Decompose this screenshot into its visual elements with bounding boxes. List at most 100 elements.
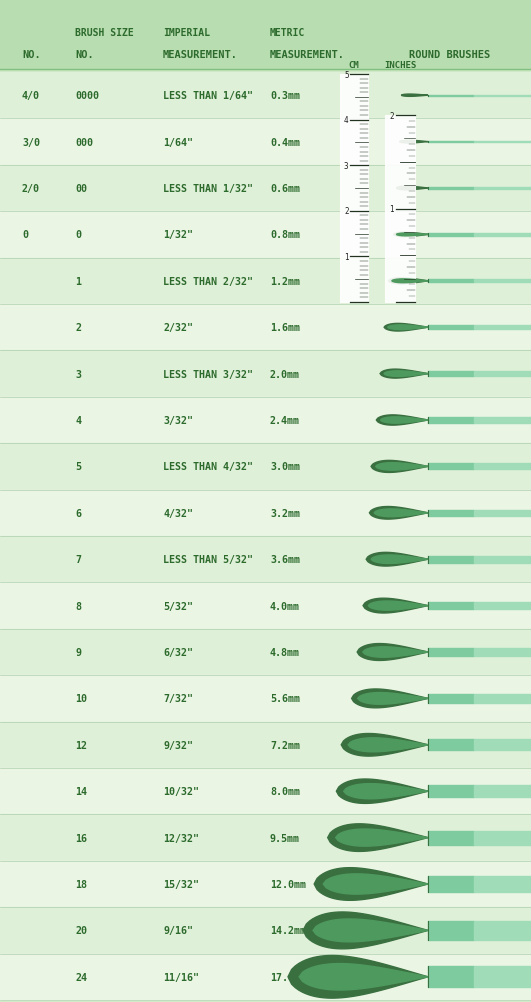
Bar [0,73,531,119]
Bar [474,280,531,284]
Text: 5/32": 5/32" [163,601,193,611]
Text: 10: 10 [75,693,87,703]
Text: 0.8mm: 0.8mm [270,230,300,240]
Text: 4: 4 [344,116,349,125]
Bar [428,921,474,940]
Bar [474,786,531,798]
Polygon shape [288,956,428,998]
Text: 4.0mm: 4.0mm [270,601,300,611]
Polygon shape [389,279,428,285]
Bar [0,629,531,675]
Bar [474,876,531,892]
Text: 4/0: 4/0 [22,91,40,101]
Polygon shape [314,868,428,901]
Bar [0,769,531,815]
Text: IMPERIAL: IMPERIAL [163,28,210,38]
Bar [428,648,474,656]
Polygon shape [392,280,428,284]
Text: 0: 0 [75,230,81,240]
Bar [428,372,474,377]
Bar [0,0,531,70]
Text: 0.3mm: 0.3mm [270,91,300,101]
Bar [428,694,474,703]
Text: 3.0mm: 3.0mm [270,462,300,472]
Bar [0,398,531,444]
Bar [0,583,531,629]
Text: 9/16": 9/16" [163,926,193,936]
Bar [428,510,474,516]
Bar [0,165,531,212]
Text: 2.0mm: 2.0mm [270,369,300,379]
Bar [428,141,474,143]
Bar [474,187,531,189]
Bar [474,326,531,330]
Bar [474,95,531,96]
Polygon shape [381,418,428,424]
Bar [0,490,531,536]
Polygon shape [336,830,428,847]
Text: 3.2mm: 3.2mm [270,508,300,518]
Text: LESS THAN 3/32": LESS THAN 3/32" [163,369,253,379]
Text: 4: 4 [75,416,81,426]
Text: 3.6mm: 3.6mm [270,555,300,565]
Text: LESS THAN 1/32": LESS THAN 1/32" [163,183,253,193]
Text: 2: 2 [389,111,393,120]
Text: 7.2mm: 7.2mm [270,740,300,750]
Polygon shape [357,644,428,660]
Polygon shape [371,555,428,564]
Text: 16: 16 [75,833,87,843]
Text: 3/0: 3/0 [22,137,40,147]
Polygon shape [401,95,428,97]
Text: 1: 1 [75,277,81,287]
Bar [428,326,474,330]
Text: 1.6mm: 1.6mm [270,323,300,333]
Text: 2/32": 2/32" [163,323,193,333]
Bar [0,536,531,583]
Polygon shape [388,326,428,331]
Bar [0,861,531,907]
Text: 4/32": 4/32" [163,508,193,518]
Text: NO.: NO. [22,50,41,60]
Bar [428,95,474,96]
Text: NO.: NO. [75,50,94,60]
Text: 00: 00 [75,183,87,193]
Text: 1: 1 [344,253,349,262]
Polygon shape [352,689,428,708]
Bar [474,418,531,423]
Bar [0,259,531,305]
Polygon shape [303,912,428,949]
Bar [0,119,531,165]
Text: 17.4mm: 17.4mm [270,972,306,982]
Bar [474,602,531,609]
Polygon shape [366,553,428,566]
Polygon shape [344,784,428,799]
Text: 3: 3 [344,161,349,170]
Text: 2.4mm: 2.4mm [270,416,300,426]
Bar [428,739,474,750]
Polygon shape [399,141,428,144]
Text: 10/32": 10/32" [163,787,199,797]
Polygon shape [369,601,428,610]
Bar [0,305,531,351]
Text: 2: 2 [75,323,81,333]
Polygon shape [363,598,428,613]
Text: 20: 20 [75,926,87,936]
Bar [474,556,531,563]
Bar [0,675,531,721]
Text: 4.8mm: 4.8mm [270,647,300,657]
Text: 000: 000 [75,137,93,147]
Bar [474,234,531,236]
Text: 0.6mm: 0.6mm [270,183,300,193]
Bar [474,739,531,750]
Text: 2/0: 2/0 [22,183,40,193]
Text: CM: CM [349,60,359,69]
Polygon shape [380,370,428,379]
Text: 12.0mm: 12.0mm [270,879,306,889]
Bar [340,75,368,303]
Text: 6: 6 [75,508,81,518]
Polygon shape [371,461,428,473]
Text: 8.0mm: 8.0mm [270,787,300,797]
Text: METRIC: METRIC [270,28,305,38]
Text: 9/32": 9/32" [163,740,193,750]
Polygon shape [341,733,428,757]
